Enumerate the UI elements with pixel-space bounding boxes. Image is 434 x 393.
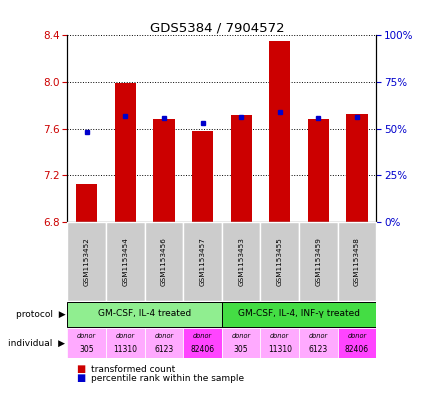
Text: 305: 305: [79, 345, 94, 354]
Text: 11310: 11310: [113, 345, 137, 354]
Text: donor: donor: [115, 333, 135, 340]
Text: GSM1153455: GSM1153455: [276, 237, 282, 286]
Text: donor: donor: [192, 333, 212, 340]
Bar: [106, 328, 144, 358]
Bar: [67, 222, 106, 301]
Bar: [337, 222, 375, 301]
Text: 82406: 82406: [344, 345, 368, 354]
Bar: [67, 328, 106, 358]
Text: 305: 305: [233, 345, 248, 354]
Text: ■: ■: [76, 364, 85, 375]
Text: donor: donor: [346, 333, 366, 340]
Bar: [153, 119, 174, 222]
Text: GSM1153459: GSM1153459: [315, 237, 321, 286]
Text: donor: donor: [270, 333, 289, 340]
Bar: [144, 328, 183, 358]
Text: individual  ▶: individual ▶: [8, 338, 65, 347]
Text: percentile rank within the sample: percentile rank within the sample: [91, 374, 244, 383]
Text: GM-CSF, IL-4 treated: GM-CSF, IL-4 treated: [98, 309, 191, 318]
Bar: [115, 83, 136, 222]
Bar: [307, 119, 328, 222]
Text: GSM1153452: GSM1153452: [83, 237, 89, 286]
Bar: [67, 302, 221, 327]
Bar: [337, 328, 375, 358]
Bar: [221, 302, 375, 327]
Text: GSM1153458: GSM1153458: [353, 237, 359, 286]
Text: donor: donor: [77, 333, 96, 340]
Bar: [260, 222, 299, 301]
Bar: [221, 328, 260, 358]
Bar: [269, 41, 290, 222]
Text: protocol  ▶: protocol ▶: [16, 310, 65, 319]
Bar: [230, 115, 251, 222]
Text: 82406: 82406: [190, 345, 214, 354]
Text: GSM1153454: GSM1153454: [122, 237, 128, 286]
Text: donor: donor: [231, 333, 250, 340]
Text: donor: donor: [154, 333, 173, 340]
Bar: [260, 328, 299, 358]
Bar: [183, 222, 221, 301]
Bar: [299, 328, 337, 358]
Bar: [345, 114, 367, 222]
Text: transformed count: transformed count: [91, 365, 175, 374]
Text: GDS5384 / 7904572: GDS5384 / 7904572: [150, 22, 284, 35]
Bar: [191, 131, 213, 222]
Text: GM-CSF, IL-4, INF-γ treated: GM-CSF, IL-4, INF-γ treated: [237, 309, 359, 318]
Text: donor: donor: [308, 333, 327, 340]
Bar: [144, 222, 183, 301]
Bar: [183, 328, 221, 358]
Text: GSM1153453: GSM1153453: [237, 237, 243, 286]
Text: 6123: 6123: [154, 345, 173, 354]
Bar: [221, 222, 260, 301]
Bar: [106, 222, 144, 301]
Text: GSM1153456: GSM1153456: [161, 237, 167, 286]
Bar: [76, 184, 97, 222]
Text: GSM1153457: GSM1153457: [199, 237, 205, 286]
Text: 11310: 11310: [267, 345, 291, 354]
Bar: [299, 222, 337, 301]
Text: ■: ■: [76, 373, 85, 384]
Text: 6123: 6123: [308, 345, 327, 354]
